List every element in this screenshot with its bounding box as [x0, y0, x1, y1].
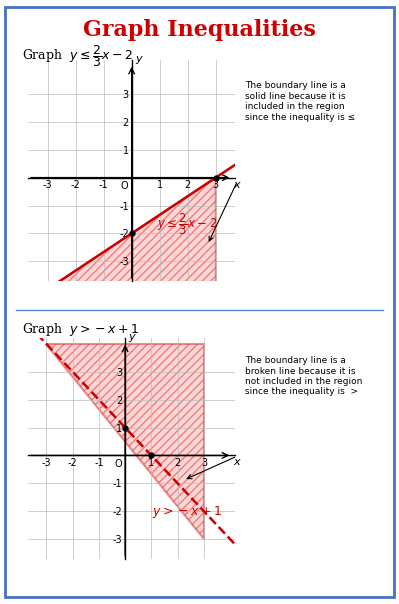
- Text: O: O: [115, 459, 122, 469]
- Text: Graph  $y>-x+1$: Graph $y>-x+1$: [22, 321, 139, 338]
- Text: Graph Inequalities: Graph Inequalities: [83, 19, 316, 41]
- Polygon shape: [47, 178, 216, 289]
- Text: $y>-x+1$: $y>-x+1$: [152, 504, 222, 519]
- Text: $y \leq \dfrac{2}{3}x-2$: $y \leq \dfrac{2}{3}x-2$: [156, 211, 217, 237]
- Text: Graph  $y\leq\dfrac{2}{3}x-2$: Graph $y\leq\dfrac{2}{3}x-2$: [22, 43, 133, 69]
- Text: y: y: [135, 54, 142, 64]
- Text: O: O: [120, 181, 128, 191]
- Text: The boundary line is a
solid line because it is
included in the region
since the: The boundary line is a solid line becaus…: [245, 82, 355, 121]
- Text: y: y: [128, 332, 135, 342]
- Text: x: x: [234, 179, 240, 190]
- Text: The boundary line is a
broken line because it is
not included in the region
sinc: The boundary line is a broken line becau…: [245, 356, 362, 396]
- Polygon shape: [46, 344, 204, 539]
- Text: x: x: [233, 457, 240, 467]
